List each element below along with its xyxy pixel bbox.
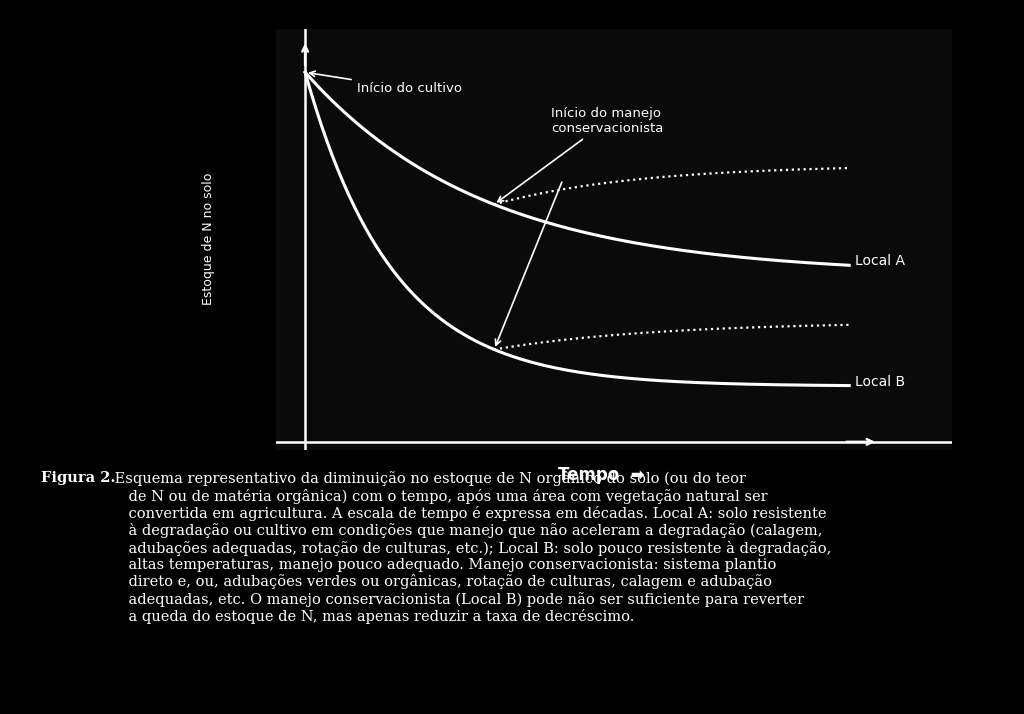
Text: Início do cultivo: Início do cultivo (309, 71, 462, 95)
Text: Tempo  ➡: Tempo ➡ (558, 466, 644, 484)
Text: Estoque de N no solo: Estoque de N no solo (203, 173, 215, 306)
Text: Início do manejo
conservacionista: Início do manejo conservacionista (498, 107, 664, 201)
Text: Esquema representativo da diminuição no estoque de N orgânico do solo (ou do teo: Esquema representativo da diminuição no … (110, 471, 830, 624)
Text: Local B: Local B (855, 375, 905, 388)
Text: Local A: Local A (855, 254, 905, 268)
Text: Figura 2.: Figura 2. (41, 471, 116, 486)
